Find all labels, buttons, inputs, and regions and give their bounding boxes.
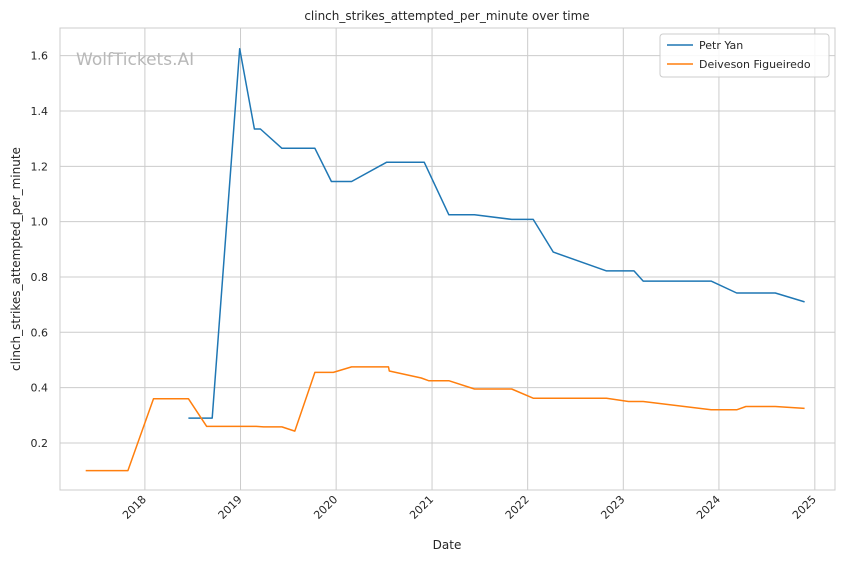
y-tick-label: 0.2 [31,437,49,450]
y-tick-label: 0.6 [31,326,49,339]
series-layer [85,47,805,472]
series-line-petr-yan [188,47,805,419]
y-axis-title: clinch_strikes_attempted_per_minute [9,147,23,371]
x-axis-title: Date [433,538,462,552]
y-tick-label: 0.4 [31,382,49,395]
legend-label-deiveson-figueiredo: Deiveson Figueiredo [699,58,811,71]
legend: Petr Yan Deiveson Figueiredo [659,33,830,78]
plot-area-frame [59,27,836,491]
grid [60,28,835,490]
y-tick-label: 1.0 [31,216,49,229]
legend-label-petr-yan: Petr Yan [699,39,743,52]
chart-title: clinch_strikes_attempted_per_minute over… [304,9,589,23]
y-tick-label: 0.8 [31,271,49,284]
y-tick-labels: 0.2 0.4 0.6 0.8 1.0 1.2 1.4 1.6 [31,50,49,450]
y-tick-label: 1.6 [31,50,49,63]
y-tick-label: 1.4 [31,105,49,118]
watermark: WolfTickets.AI [76,50,194,70]
legend-box [659,33,830,78]
series-line-deiveson-figueiredo [85,366,805,472]
y-tick-label: 1.2 [31,160,49,173]
